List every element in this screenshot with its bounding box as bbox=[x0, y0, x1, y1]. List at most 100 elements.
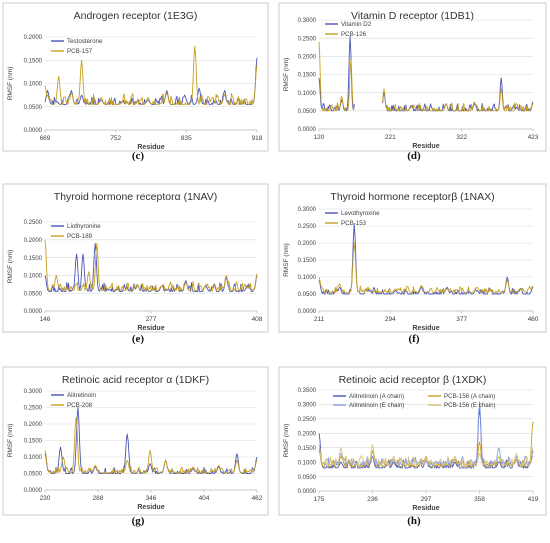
y-tick-label: 0.2000 bbox=[298, 241, 317, 247]
y-tick-label: 0.0000 bbox=[298, 127, 317, 133]
chart-frame bbox=[2, 2, 269, 152]
series-line bbox=[318, 41, 534, 112]
x-axis-title: Residue bbox=[137, 504, 164, 511]
chart-panel-3: Thyroid hormone receptorβ (1NAX) 0.0000 0.… bbox=[278, 183, 547, 333]
x-tick-label: 294 bbox=[385, 316, 396, 323]
y-tick-label: 0.2500 bbox=[298, 224, 317, 230]
y-tick-label: 0.0500 bbox=[298, 109, 317, 115]
x-tick-label: 230 bbox=[40, 495, 51, 502]
legend-label: Levothyroxine bbox=[341, 210, 380, 217]
y-tick-label: 0.1500 bbox=[24, 58, 43, 64]
y-tick-label: 0.0500 bbox=[298, 475, 317, 481]
panel-letter: (c) bbox=[131, 150, 145, 162]
chart-title: Retinoic acid receptor β (1XDK) bbox=[339, 374, 487, 386]
y-tick-label: 0.2000 bbox=[298, 431, 317, 437]
x-tick-label: 297 bbox=[421, 496, 432, 503]
y-tick-label: 0.1000 bbox=[24, 455, 43, 461]
x-axis-title: Residue bbox=[412, 505, 439, 512]
y-tick-label: 0.2000 bbox=[24, 422, 43, 428]
x-tick-label: 462 bbox=[252, 495, 263, 502]
x-tick-label: 288 bbox=[93, 495, 104, 502]
x-tick-label: 669 bbox=[40, 135, 51, 142]
x-tick-label: 236 bbox=[367, 496, 378, 503]
series-line bbox=[318, 223, 534, 295]
x-axis-title: Residue bbox=[137, 325, 164, 332]
y-tick-label: 0.2000 bbox=[298, 55, 317, 61]
series-line bbox=[44, 45, 258, 105]
y-tick-label: 0.1000 bbox=[298, 460, 317, 466]
series-line bbox=[318, 401, 534, 466]
legend-label: Liothyronine bbox=[67, 223, 101, 230]
y-tick-label: 0.3000 bbox=[298, 403, 317, 409]
x-tick-label: 752 bbox=[110, 135, 121, 142]
x-axis-title: Residue bbox=[412, 325, 439, 332]
y-tick-label: 0.0000 bbox=[24, 309, 43, 315]
legend-label: PCB-189 bbox=[67, 233, 93, 240]
y-tick-label: 0.1500 bbox=[298, 258, 317, 264]
x-tick-label: 835 bbox=[181, 135, 192, 142]
legend-label: Alitretinoin bbox=[67, 392, 96, 399]
legend-label: PCB-157 bbox=[67, 48, 93, 55]
y-tick-label: 0.1000 bbox=[24, 82, 43, 88]
legend-label: Alitretinoin (E chain) bbox=[349, 402, 404, 409]
y-axis-title: RMSF (nm) bbox=[283, 58, 290, 92]
panel-letter: (g) bbox=[131, 515, 145, 527]
chart-frame bbox=[278, 366, 547, 516]
y-tick-label: 0.2500 bbox=[24, 220, 43, 226]
x-tick-label: 146 bbox=[40, 316, 51, 323]
y-tick-label: 0.1000 bbox=[24, 274, 43, 280]
legend-label: Testosterone bbox=[67, 38, 103, 45]
y-tick-label: 0.2500 bbox=[24, 406, 43, 412]
chart-title: Thyroid hormone receptorα (1NAV) bbox=[54, 191, 217, 203]
legend-label: PCB-153 bbox=[341, 220, 367, 227]
chart-panel-4: Retinoic acid receptor α (1DKF) 0.0000 0.0… bbox=[2, 366, 269, 516]
y-tick-label: 0.0500 bbox=[24, 472, 43, 478]
y-tick-label: 0.3500 bbox=[298, 388, 317, 394]
x-tick-label: 346 bbox=[146, 495, 157, 502]
series-line bbox=[318, 444, 534, 466]
series-line bbox=[44, 416, 258, 474]
series-line bbox=[44, 239, 258, 291]
x-tick-label: 221 bbox=[385, 134, 396, 141]
chart-panel-1: Vitamin D receptor (1DB1) 0.0000 0.0500 0.1… bbox=[278, 2, 547, 152]
x-tick-label: 918 bbox=[252, 135, 263, 142]
x-tick-label: 404 bbox=[199, 495, 210, 502]
y-tick-label: 0.1000 bbox=[298, 275, 317, 281]
legend-label: Alitretinoin (A chain) bbox=[349, 393, 404, 400]
legend-label: PCB-208 bbox=[67, 402, 93, 409]
x-tick-label: 120 bbox=[314, 134, 325, 141]
chart-panel-0: Androgen receptor (1E3G) 0.0000 0.0500 0.10… bbox=[2, 2, 269, 152]
y-tick-label: 0.3000 bbox=[298, 18, 317, 24]
legend-label: PCB-156 (A chain) bbox=[444, 393, 495, 400]
y-tick-label: 0.0500 bbox=[298, 292, 317, 298]
chart-panel-5: Retinoic acid receptor β (1XDK) 0.0000 0.0… bbox=[278, 366, 547, 516]
chart-title: Retinoic acid receptor α (1DKF) bbox=[62, 374, 209, 386]
panel-letter: (d) bbox=[407, 150, 421, 162]
x-tick-label: 460 bbox=[528, 316, 539, 323]
panel-letter: (f) bbox=[408, 333, 420, 345]
x-tick-label: 277 bbox=[146, 316, 157, 323]
y-tick-label: 0.2000 bbox=[24, 35, 43, 41]
chart-title: Thyroid hormone receptorβ (1NAX) bbox=[330, 191, 494, 203]
panel-letter: (e) bbox=[131, 333, 145, 345]
y-tick-label: 0.2500 bbox=[298, 36, 317, 42]
legend-label: PCB-156 (E chain) bbox=[444, 402, 496, 409]
y-axis-title: RMSF (nm) bbox=[283, 243, 290, 277]
y-tick-label: 0.0000 bbox=[24, 488, 43, 494]
x-tick-label: 358 bbox=[474, 496, 485, 503]
x-tick-label: 175 bbox=[314, 496, 325, 503]
y-tick-label: 0.0500 bbox=[24, 291, 43, 297]
chart-frame bbox=[278, 183, 547, 333]
legend-label: PCB-126 bbox=[341, 31, 367, 38]
y-tick-label: 0.1500 bbox=[24, 256, 43, 262]
y-tick-label: 0.1500 bbox=[298, 446, 317, 452]
series-line bbox=[44, 407, 258, 474]
y-axis-title: RMSF (nm) bbox=[7, 67, 14, 101]
y-tick-label: 0.0000 bbox=[298, 489, 317, 495]
y-tick-label: 0.2000 bbox=[24, 238, 43, 244]
legend-label: Vitamin D2 bbox=[341, 21, 372, 28]
chart-panel-2: Thyroid hormone receptorα (1NAV) 0.0000 0.… bbox=[2, 183, 269, 333]
x-tick-label: 423 bbox=[528, 134, 539, 141]
y-axis-title: RMSF (nm) bbox=[283, 424, 290, 458]
